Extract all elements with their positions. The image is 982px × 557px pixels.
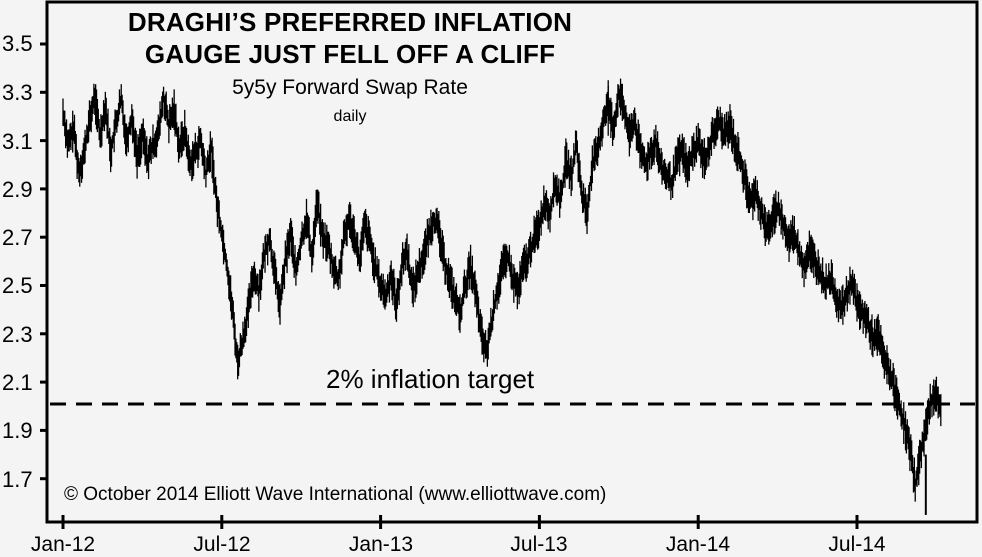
x-tick-label: Jan-13	[348, 533, 414, 556]
y-axis-ticks	[40, 42, 48, 481]
y-tick-label: 2.3	[2, 322, 33, 347]
x-tick-label: Jul-12	[193, 533, 251, 556]
chart-title-line-2: GAUGE JUST FELL OFF A CLIFF	[144, 39, 556, 69]
inflation-target-label: 2% inflation target	[326, 364, 535, 394]
y-tick-label: 2.1	[2, 370, 33, 395]
data-series	[62, 78, 942, 515]
copyright-notice: © October 2014 Elliott Wave Internationa…	[64, 484, 607, 505]
x-tick-label: Jul-14	[828, 533, 886, 556]
chart-subtitle: 5y5y Forward Swap Rate	[232, 76, 468, 99]
y-tick-label: 2.5	[2, 273, 33, 298]
y-tick-label: 1.7	[2, 467, 33, 492]
chart-title-line-1: DRAGHI’S PREFERRED INFLATION	[127, 7, 573, 37]
y-tick-label: 2.9	[2, 177, 33, 202]
y-tick-label: 3.5	[2, 31, 33, 56]
x-axis-ticks	[61, 515, 859, 529]
x-tick-label: Jan-14	[665, 533, 731, 556]
x-tick-label: Jul-13	[510, 533, 568, 556]
y-tick-label: 2.7	[2, 225, 33, 250]
y-tick-label: 3.3	[2, 80, 33, 105]
y-tick-label: 3.1	[2, 129, 33, 154]
plot-frame	[45, 0, 979, 524]
x-tick-label: Jan-12	[30, 533, 96, 556]
y-tick-label: 1.9	[2, 418, 33, 443]
chart-frequency: daily	[333, 108, 367, 125]
